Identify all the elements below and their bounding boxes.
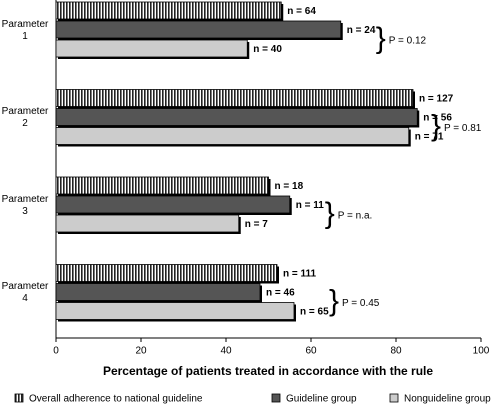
bar-annotation: n = 18: [275, 181, 304, 192]
x-tick-label: 40: [220, 346, 232, 357]
legend-swatch: [389, 393, 399, 403]
x-tick-label: 60: [305, 346, 317, 357]
bar-annotation: n = 40: [253, 44, 282, 55]
bar: [55, 283, 261, 301]
category-label: Parameter 1: [1, 18, 49, 42]
bar: [55, 302, 295, 320]
bar-annotation: n = 7: [245, 219, 269, 230]
x-tick-label: 100: [473, 346, 490, 357]
brace: }: [325, 197, 335, 230]
category-label: Parameter 4: [1, 281, 49, 304]
bar: [55, 108, 418, 126]
legend-swatch: [271, 393, 281, 403]
legend-label: Nonguideline group: [404, 394, 491, 405]
bar-annotation: n = 111: [283, 269, 317, 280]
bar: [55, 127, 410, 145]
x-axis-label: Percentage of patients treated in accord…: [103, 364, 433, 378]
x-tick-label: 80: [390, 346, 402, 357]
bar-annotation: n = 64: [287, 6, 316, 17]
bar-annotation: n = 11: [296, 200, 325, 211]
bar: [55, 214, 240, 233]
bar-annotation: n = 24: [347, 25, 376, 36]
bar: [55, 89, 414, 107]
bar-annotation: n = 65: [300, 307, 329, 318]
bar: [55, 264, 278, 282]
bar-annotation: n = 56: [423, 113, 452, 124]
bar: [55, 195, 291, 214]
bar-annotation: n = 127: [419, 94, 454, 105]
legend-label: Overall adherence to national guideline: [29, 394, 203, 405]
bar: [55, 39, 248, 58]
p-value: P = 0.12: [389, 36, 427, 47]
x-tick-label: 0: [53, 346, 59, 357]
brace: }: [431, 109, 441, 142]
bar: [55, 1, 282, 20]
brace: }: [329, 284, 339, 317]
brace: }: [376, 22, 386, 55]
legend-label: Guideline group: [286, 394, 357, 405]
p-value: P = 0.45: [342, 298, 380, 309]
bar-annotation: n = 71: [415, 132, 444, 143]
bar-annotation: n = 46: [266, 288, 295, 299]
bar: [55, 176, 269, 195]
bar: [55, 20, 342, 39]
category-label: Parameter 3: [1, 193, 49, 217]
p-value: P = 0.81: [444, 123, 482, 134]
legend-swatch: [14, 393, 24, 403]
x-tick-label: 20: [135, 346, 147, 357]
category-label: Parameter 2: [1, 106, 49, 129]
p-value: P = n.a.: [338, 211, 373, 222]
